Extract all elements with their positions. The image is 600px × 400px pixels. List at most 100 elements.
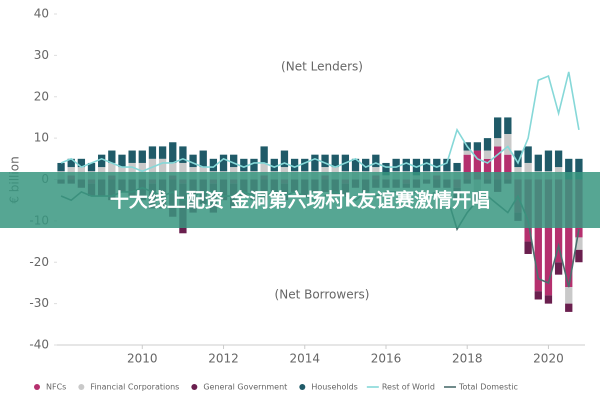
bar-segment bbox=[473, 142, 482, 151]
bar-segment bbox=[169, 142, 177, 163]
bar-segment bbox=[67, 167, 75, 176]
bar-segment bbox=[67, 158, 75, 168]
bar-segment bbox=[534, 154, 542, 172]
x-tick-label: 2014 bbox=[289, 352, 320, 366]
bar-segment bbox=[575, 158, 583, 180]
bar-segment bbox=[443, 158, 451, 172]
legend-label: NFCs bbox=[46, 383, 66, 392]
bar-segment bbox=[98, 154, 106, 168]
bar-segment bbox=[372, 154, 380, 168]
bar-segment bbox=[544, 150, 553, 172]
bar-segment bbox=[230, 154, 238, 168]
bar-segment bbox=[148, 146, 157, 159]
bar-segment bbox=[372, 167, 380, 176]
bar-segment bbox=[483, 150, 492, 159]
bar-segment bbox=[504, 117, 512, 134]
bar-segment bbox=[524, 241, 532, 254]
bar-segment bbox=[108, 150, 116, 163]
bar-segment bbox=[392, 158, 400, 172]
legend-label: Total Domestic bbox=[458, 383, 518, 392]
bar-segment bbox=[534, 179, 542, 292]
bar-segment bbox=[250, 158, 258, 172]
banner bbox=[0, 172, 600, 228]
bar-segment bbox=[463, 150, 471, 155]
x-tick-label: 2018 bbox=[452, 352, 483, 366]
y-tick-label: 20 bbox=[34, 89, 49, 103]
bar-segment bbox=[575, 249, 583, 263]
bar-segment bbox=[331, 154, 339, 168]
y-tick-label: -40 bbox=[29, 338, 49, 352]
bar-segment bbox=[270, 158, 278, 172]
legend-label: General Government bbox=[203, 383, 287, 392]
bar-segment bbox=[351, 158, 360, 172]
x-tick-label: 2012 bbox=[208, 352, 239, 366]
bar-segment bbox=[158, 158, 167, 180]
bar-segment bbox=[534, 291, 542, 300]
bar-segment bbox=[565, 179, 573, 288]
bar-segment bbox=[362, 158, 370, 172]
bar-segment bbox=[463, 154, 471, 180]
bar-segment bbox=[240, 158, 248, 172]
legend-marker bbox=[299, 384, 306, 390]
bar-segment bbox=[402, 158, 410, 172]
bar-segment bbox=[453, 162, 461, 172]
bar-segment bbox=[433, 158, 441, 172]
bar-segment bbox=[169, 162, 177, 176]
bar-segment bbox=[128, 150, 136, 163]
bar-segment bbox=[87, 162, 96, 172]
bar-segment bbox=[179, 162, 187, 180]
y-tick-label: -20 bbox=[29, 255, 49, 269]
bar-segment bbox=[504, 154, 512, 180]
y-tick-label: 30 bbox=[34, 48, 49, 62]
legend-label: Households bbox=[311, 383, 358, 392]
bar-segment bbox=[108, 162, 116, 176]
bar-segment bbox=[219, 154, 228, 172]
bar-segment bbox=[148, 158, 157, 180]
bar-segment bbox=[311, 154, 319, 172]
annotation: (Net Lenders) bbox=[281, 60, 363, 74]
y-tick-label: -30 bbox=[29, 296, 49, 310]
bar-segment bbox=[290, 158, 299, 172]
bar-segment bbox=[554, 262, 563, 275]
bar-segment bbox=[565, 287, 573, 304]
bar-segment bbox=[524, 146, 532, 163]
x-tick-label: 2010 bbox=[127, 352, 158, 366]
bar-segment bbox=[514, 150, 522, 168]
annotation: (Net Borrowers) bbox=[275, 288, 370, 302]
y-tick-label: 40 bbox=[34, 7, 49, 21]
bar-segment bbox=[321, 154, 329, 168]
legend-marker bbox=[34, 384, 40, 390]
bar-segment bbox=[189, 154, 197, 168]
bar-segment bbox=[199, 150, 207, 168]
bar-segment bbox=[544, 179, 553, 296]
bar-segment bbox=[158, 146, 167, 159]
bar-segment bbox=[209, 158, 218, 172]
bar-segment bbox=[483, 138, 492, 151]
bar-segment bbox=[483, 158, 492, 180]
bar-segment bbox=[473, 150, 482, 180]
bar-segment bbox=[494, 117, 502, 139]
bar-segment bbox=[422, 158, 431, 172]
bar-segment bbox=[301, 158, 309, 172]
bar-segment bbox=[179, 146, 187, 163]
bar-segment bbox=[138, 150, 146, 163]
bar-segment bbox=[128, 162, 136, 180]
bar-segment bbox=[504, 133, 512, 155]
bar-segment bbox=[494, 138, 502, 147]
y-tick-label: 10 bbox=[34, 131, 49, 145]
legend-label: Financial Corporations bbox=[90, 383, 179, 392]
line bbox=[60, 71, 580, 173]
legend-label: Rest of World bbox=[382, 383, 435, 392]
bar-segment bbox=[565, 303, 573, 312]
bar-segment bbox=[280, 150, 289, 168]
bar-segment bbox=[554, 150, 563, 168]
bar-segment bbox=[77, 158, 86, 168]
bar-segment bbox=[382, 162, 390, 176]
bar-segment bbox=[494, 146, 502, 180]
bar-segment bbox=[575, 237, 583, 250]
bar-segment bbox=[544, 295, 553, 304]
x-tick-label: 2016 bbox=[371, 352, 402, 366]
banner-text: 十大线上配资 金洞第六场村k友谊赛激情开唱 bbox=[110, 189, 490, 212]
legend-marker bbox=[78, 384, 85, 390]
